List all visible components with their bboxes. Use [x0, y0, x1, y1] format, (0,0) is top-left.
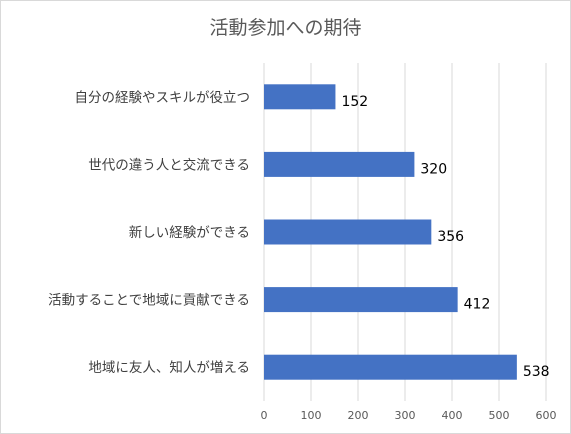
category-label: 活動することで地域に貢献できる	[48, 293, 250, 309]
data-label: 320	[420, 161, 447, 177]
bar	[264, 287, 458, 313]
x-tick-label: 400	[442, 409, 463, 422]
data-label: 356	[437, 229, 464, 245]
x-tick-label: 100	[301, 409, 322, 422]
x-tick-label: 200	[348, 409, 369, 422]
bar	[264, 151, 415, 177]
category-label: 新しい経験ができる	[129, 225, 250, 241]
x-tick-label: 500	[489, 409, 510, 422]
chart-title: 活動参加への期待	[209, 17, 362, 39]
bar	[264, 354, 517, 380]
data-label: 412	[464, 297, 491, 313]
category-label: 地域に友人、知人が増える	[88, 359, 250, 376]
bar	[264, 84, 336, 110]
x-tick-label: 300	[395, 409, 416, 422]
bar	[264, 219, 432, 245]
data-label: 152	[341, 94, 368, 110]
data-label: 538	[523, 364, 550, 380]
x-tick-label: 0	[261, 409, 268, 422]
x-tick-label: 600	[536, 409, 557, 422]
category-label: 世代の違う人と交流できる	[88, 156, 250, 173]
category-label: 自分の経験やスキルが役立つ	[75, 90, 251, 106]
